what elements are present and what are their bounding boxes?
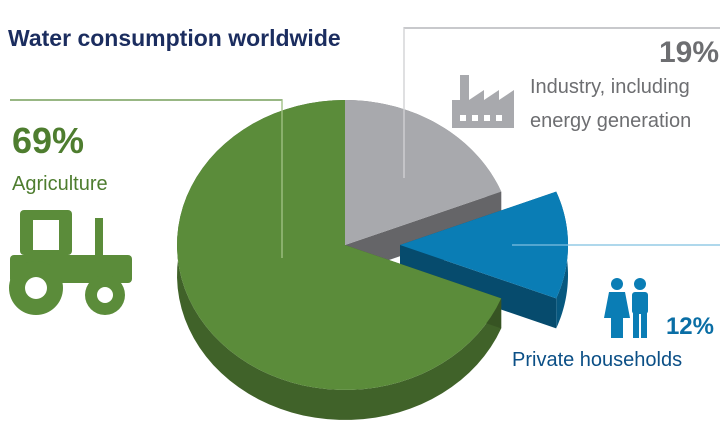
pie [177,100,568,420]
value-label: 12% [666,313,714,340]
pie-slice [400,191,568,299]
category-label: Private households [512,349,682,371]
value-label: 19% [659,36,719,69]
factory-icon [452,75,514,128]
pie-slice [345,100,502,245]
tractor-icon [9,210,132,315]
slice-face [400,245,557,329]
people-icon [604,278,648,338]
value-label: 69% [12,120,84,161]
category-label: Agriculture [12,173,108,195]
pie-slice [177,100,502,390]
category-label: Industry, including energy generation [530,76,692,132]
slice-face [345,191,502,275]
chart-title: Water consumption worldwide [8,25,341,51]
category-label-box: Industry, including energy generation [530,76,692,132]
